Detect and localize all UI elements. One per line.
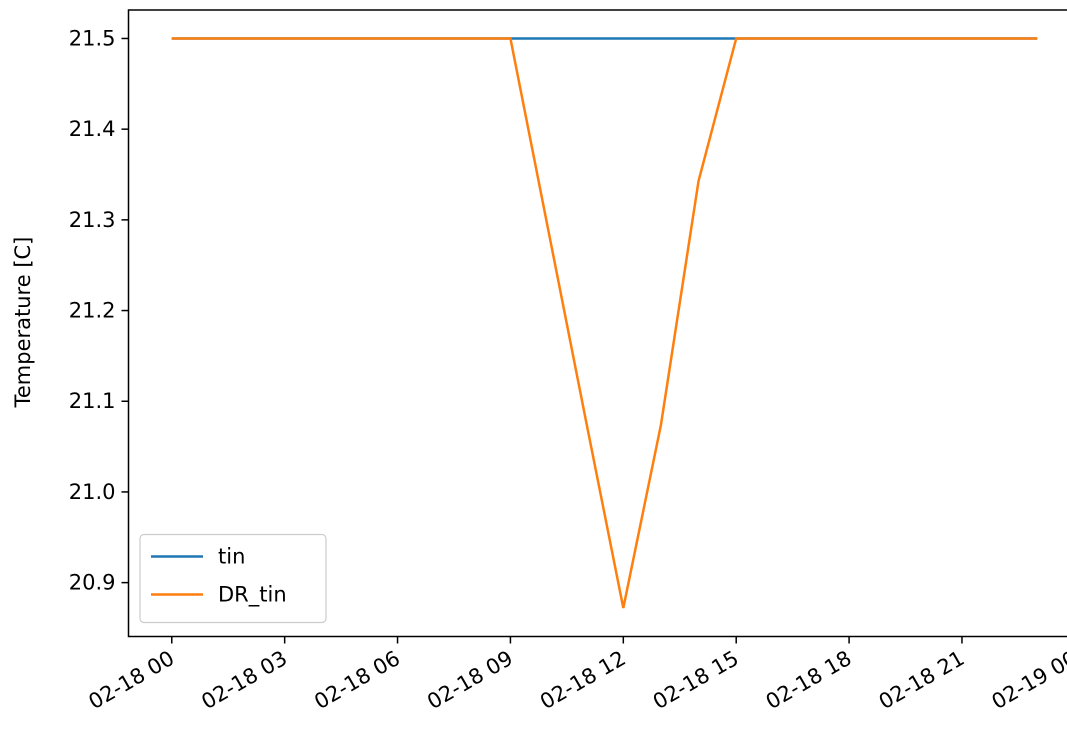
axes-frame xyxy=(127,9,1067,638)
x-tick-label: 02-18 18 xyxy=(762,646,856,714)
legend-label: tin xyxy=(218,545,245,569)
x-tick-label: 02-18 00 xyxy=(85,646,179,714)
x-tick-label: 02-18 12 xyxy=(536,646,630,714)
series-line xyxy=(171,37,1038,609)
y-tick-label: 21.1 xyxy=(69,389,116,413)
x-tick-label: 02-18 09 xyxy=(423,646,517,714)
x-tick-label: 02-18 06 xyxy=(310,646,404,714)
legend-label: DR_tin xyxy=(218,583,287,608)
y-axis-label: Temperature [C] xyxy=(11,237,35,409)
y-tick-label: 21.3 xyxy=(69,208,116,232)
y-tick-label: 21.5 xyxy=(69,26,116,50)
x-tick-label: 02-19 00 xyxy=(988,646,1067,714)
x-tick-label: 02-18 03 xyxy=(197,646,291,714)
x-tick-label: 02-18 15 xyxy=(649,646,743,714)
y-tick-label: 21.0 xyxy=(69,480,116,504)
y-tick-label: 21.2 xyxy=(69,299,116,323)
x-tick-label: 02-18 21 xyxy=(875,646,969,714)
y-tick-label: 20.9 xyxy=(69,571,116,595)
y-tick-label: 21.4 xyxy=(69,117,116,141)
